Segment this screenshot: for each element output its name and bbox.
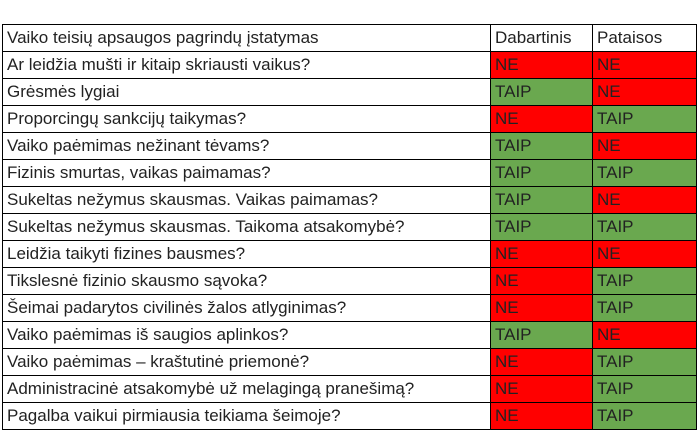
table-row: Pagalba vaikui pirmiausia teikiama šeimo… (2, 402, 697, 430)
current-status-cell: NE (490, 375, 593, 403)
amended-status-cell: NE (592, 186, 697, 214)
table-row: Administracinė atsakomybė už melagingą p… (2, 375, 697, 403)
table-row: Leidžia taikyti fizines bausmes? NE NE (2, 240, 697, 268)
amended-status-cell: NE (592, 132, 697, 160)
amended-status-cell: TAIP (592, 375, 697, 403)
current-status-cell: NE (490, 294, 593, 322)
amended-status-cell: NE (592, 51, 697, 79)
current-status-cell: TAIP (490, 132, 593, 160)
table-row: Vaiko paėmimas – kraštutinė priemonė? NE T… (2, 348, 697, 376)
current-status-cell: NE (490, 105, 593, 133)
amended-status-cell: TAIP (592, 159, 697, 187)
current-status-cell: NE (490, 240, 593, 268)
question-cell: Pagalba vaikui pirmiausia teikiama šeimo… (2, 402, 491, 430)
amended-status-cell: TAIP (592, 267, 697, 295)
header-row: Vaiko teisių apsaugos pagrindų įstatymas… (2, 24, 697, 52)
current-status-cell: TAIP (490, 186, 593, 214)
amended-status-cell: TAIP (592, 213, 697, 241)
table-row: Fizinis smurtas, vaikas paimamas? TAIP TAI… (2, 159, 697, 187)
header-current: Dabartinis (490, 24, 593, 52)
table-row: Vaiko paėmimas nežinant tėvams? TAIP NE (2, 132, 697, 160)
amended-status-cell: NE (592, 78, 697, 106)
table-row: Tikslesnė fizinio skausmo sąvoka? NE TAIP (2, 267, 697, 295)
amended-status-cell: NE (592, 240, 697, 268)
amended-status-cell: TAIP (592, 294, 697, 322)
current-status-cell: TAIP (490, 213, 593, 241)
amended-status-cell: TAIP (592, 105, 697, 133)
current-status-cell: TAIP (490, 159, 593, 187)
table-row: Sukeltas nežymus skausmas. Taikoma atsak… (2, 213, 697, 241)
current-status-cell: NE (490, 267, 593, 295)
table-row: Šeimai padarytos civilinės žalos atlygin… (2, 294, 697, 322)
question-cell: Tikslesnė fizinio skausmo sąvoka? (2, 267, 491, 295)
table-row: Vaiko paėmimas iš saugios aplinkos? TAIP N… (2, 321, 697, 349)
question-cell: Administracinė atsakomybė už melagingą p… (2, 375, 491, 403)
table-row: Proporcingų sankcijų taikymas? NE TAIP (2, 105, 697, 133)
table-body: Vaiko teisių apsaugos pagrindų įstatymas… (2, 24, 697, 430)
question-cell: Šeimai padarytos civilinės žalos atlygin… (2, 294, 491, 322)
current-status-cell: TAIP (490, 78, 593, 106)
current-status-cell: NE (490, 402, 593, 430)
question-cell: Proporcingų sankcijų taikymas? (2, 105, 491, 133)
question-cell: Vaiko paėmimas – kraštutinė priemonė? (2, 348, 491, 376)
question-cell: Fizinis smurtas, vaikas paimamas? (2, 159, 491, 187)
table-row: Sukeltas nežymus skausmas. Vaikas paimam… (2, 186, 697, 214)
amended-status-cell: TAIP (592, 348, 697, 376)
current-status-cell: TAIP (490, 321, 593, 349)
question-cell: Ar leidžia mušti ir kitaip skriausti vai… (2, 51, 491, 79)
header-law: Vaiko teisių apsaugos pagrindų įstatymas (2, 24, 491, 52)
question-cell: Vaiko paėmimas iš saugios aplinkos? (2, 321, 491, 349)
question-cell: Vaiko paėmimas nežinant tėvams? (2, 132, 491, 160)
table-row: Ar leidžia mušti ir kitaip skriausti vai… (2, 51, 697, 79)
table-row: Grėsmės lygiai TAIP NE (2, 78, 697, 106)
header-amended: Pataisos (592, 24, 697, 52)
current-status-cell: NE (490, 348, 593, 376)
current-status-cell: NE (490, 51, 593, 79)
amended-status-cell: NE (592, 321, 697, 349)
question-cell: Grėsmės lygiai (2, 78, 491, 106)
amended-status-cell: TAIP (592, 402, 697, 430)
question-cell: Sukeltas nežymus skausmas. Vaikas paimam… (2, 186, 491, 214)
question-cell: Leidžia taikyti fizines bausmes? (2, 240, 491, 268)
question-cell: Sukeltas nežymus skausmas. Taikoma atsak… (2, 213, 491, 241)
comparison-table: Vaiko teisių apsaugos pagrindų įstatymas… (2, 24, 697, 430)
